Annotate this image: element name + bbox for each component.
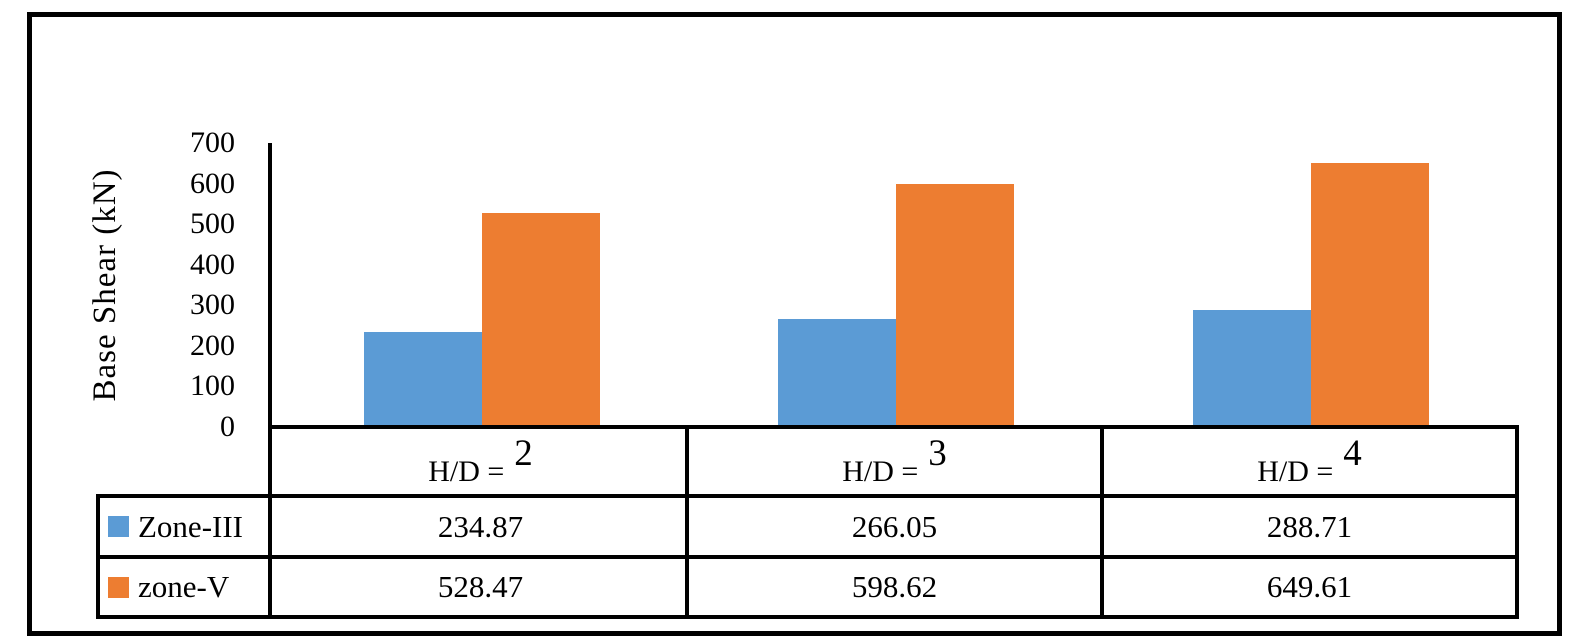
bar-zone-iii-3 [1193,310,1311,427]
legend-cell-zone-v: zone-V [100,559,268,615]
table-column-divider-2 [1100,425,1104,619]
bar-zone-v-1 [482,213,600,427]
category-header-cell: H/D = 4 [1104,429,1515,494]
category-number: 4 [1343,433,1362,474]
table-row-divider-2 [96,555,1519,559]
y-tick-label: 500 [190,207,235,241]
bar-zone-v-3 [1311,163,1429,427]
legend-label: zone-V [138,569,230,604]
legend-cell-zone-iii: Zone-III [100,498,268,555]
x-axis-line [268,425,1519,429]
table-right-border [1515,425,1519,619]
y-tick-label: 400 [190,247,235,281]
category-header-cell: H/D = 3 [689,429,1100,494]
category-number: 2 [514,433,533,474]
bar-zone-v-2 [896,184,1014,427]
bar-zone-iii-2 [778,319,896,427]
figure-border [27,12,1562,636]
bar-zone-iii-1 [364,332,482,427]
value-cell: 598.62 [851,569,938,604]
legend-swatch-icon [108,516,129,537]
category-prefix: H/D = [428,455,505,488]
category-header-cell: H/D = 2 [276,429,685,494]
value-cell: 649.61 [1266,569,1353,604]
value-cell: 288.71 [1266,508,1353,544]
y-tick-label: 600 [190,166,235,200]
table-column-divider-1 [685,425,689,619]
y-tick-label: 100 [190,369,235,403]
value-cell: 266.05 [851,508,938,544]
value-cell: 528.47 [437,569,524,604]
legend-swatch-icon [108,576,129,598]
legend-label: Zone-III [138,508,243,544]
y-axis-line [268,143,272,619]
y-tick-label: 0 [220,410,235,443]
category-number: 3 [928,433,947,474]
y-tick-label: 300 [190,288,235,322]
value-cell: 234.87 [437,508,524,544]
table-row-divider-1 [96,494,1519,498]
category-prefix: H/D = [842,455,919,488]
y-tick-label: 700 [190,126,235,159]
table-bottom-border [96,615,1519,619]
category-prefix: H/D = [1257,455,1334,488]
y-tick-label: 200 [190,328,235,362]
